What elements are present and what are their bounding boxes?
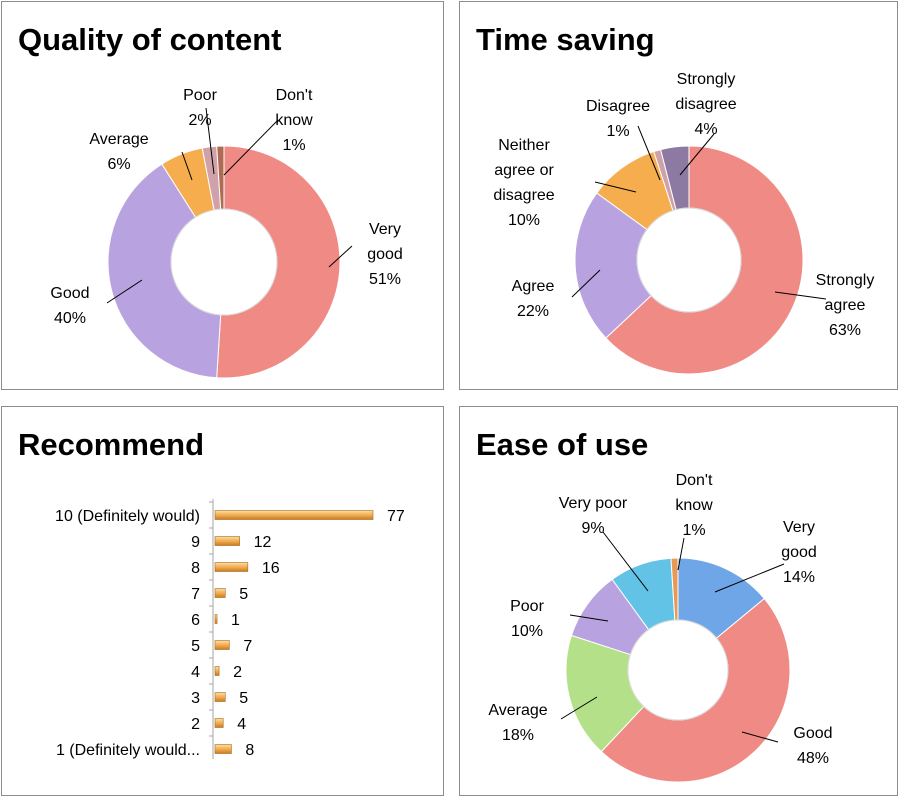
bar-4 (214, 666, 220, 676)
leader-line (774, 291, 827, 300)
slice-label-average: Average 6% (89, 131, 148, 173)
bar-9 (214, 536, 240, 546)
category-label: 8 (191, 560, 200, 577)
category-label: 6 (191, 612, 200, 629)
data-label: 4 (237, 716, 246, 733)
category-label: 9 (191, 534, 200, 551)
category-label: 1 (Definitely would... (56, 742, 200, 759)
leader-line (594, 181, 637, 193)
data-label: 1 (231, 612, 240, 629)
chart-title: Ease of use (476, 427, 649, 462)
leader-line (677, 537, 685, 571)
data-label: 5 (239, 690, 248, 707)
slice-label-good: Good 48% (793, 725, 832, 767)
leader-line (679, 133, 715, 176)
slice-label-strongly-agree: Strongly agree 63% (816, 272, 875, 339)
bar-10-definitely-would (214, 510, 374, 520)
category-label: 10 (Definitely would) (55, 508, 200, 525)
ease-of-use-panel: Ease of use Very good 14% Good 48% Average 18%… (459, 406, 898, 796)
quality-of-content-donut: Very good 51% Good 40% Average 6% Poor 2% Don't kn… (50, 87, 403, 379)
leader-line (205, 107, 215, 175)
slice-label-poor: Poor 10% (510, 598, 544, 640)
leader-line (106, 279, 143, 304)
slice-label-don-t-know: Don't know 1% (675, 472, 713, 539)
bar-2 (214, 718, 224, 728)
leader-line (741, 731, 779, 743)
category-label: 4 (191, 664, 200, 681)
leader-line (181, 151, 193, 181)
recommend-bar-chart: 10 (Definitely would) 77 9 12 8 16 7 5 6 1 5 7 4 2 3 5 2… (55, 499, 405, 759)
chart-title: Time saving (476, 22, 655, 57)
leader-line (560, 696, 598, 720)
category-label: 3 (191, 690, 200, 707)
bar-3 (214, 692, 226, 702)
ease-of-use-donut: Very good 14% Good 48% Average 18% Poor 10% Very … (488, 472, 833, 783)
bar-7 (214, 588, 226, 598)
data-label: 5 (239, 586, 248, 603)
bar-6 (214, 614, 218, 624)
leader-line (328, 245, 353, 268)
recommend-panel: Recommend 10 (Definitely would) 77 9 12 8 16 7… (1, 406, 444, 796)
category-label: 2 (191, 716, 200, 733)
leader-line (223, 119, 279, 176)
slice-label-agree: Agree 22% (512, 278, 555, 320)
bar-5 (214, 640, 230, 650)
bar-8 (214, 562, 249, 572)
slice-label-very-good: Very good 51% (367, 221, 403, 288)
chart-title: Quality of content (18, 22, 282, 57)
time-saving-panel: Time saving Strongly agree 63% Agree 22% Neit… (459, 1, 898, 390)
leader-line (602, 531, 649, 592)
leader-line (714, 563, 785, 593)
category-label: 5 (191, 638, 200, 655)
slice-label-don-t-know: Don't know 1% (275, 87, 313, 154)
data-label: 16 (262, 560, 280, 577)
bar-1-definitely-would (214, 744, 232, 754)
leader-line (637, 125, 661, 181)
chart-title: Recommend (18, 427, 205, 462)
leader-line (571, 269, 601, 298)
slice-label-very-poor: Very poor 9% (559, 495, 628, 537)
data-label: 2 (233, 664, 242, 681)
quality-of-content-panel: Quality of content Very good 51% Good 40% Ave… (1, 1, 444, 390)
time-saving-donut: Strongly agree 63% Agree 22% Neither agree or d… (493, 71, 875, 375)
category-label: 7 (191, 586, 200, 603)
slice-label-good: Good 40% (50, 285, 89, 327)
data-label: 8 (245, 742, 254, 759)
data-label: 12 (254, 534, 272, 551)
slice-label-strongly-disagree: Strongly disagree 4% (675, 71, 736, 138)
leader-line (569, 614, 609, 622)
slice-label-very-good: Very good 14% (781, 519, 817, 586)
data-label: 7 (243, 638, 252, 655)
slice-label-poor: Poor 2% (183, 87, 217, 129)
slice-label-disagree: Disagree 1% (586, 98, 650, 140)
slice-label-neither-agree-or-disagree: Neither agree or disagree 10% (493, 137, 554, 229)
slice-label-average: Average 18% (488, 702, 547, 744)
data-label: 77 (387, 508, 405, 525)
